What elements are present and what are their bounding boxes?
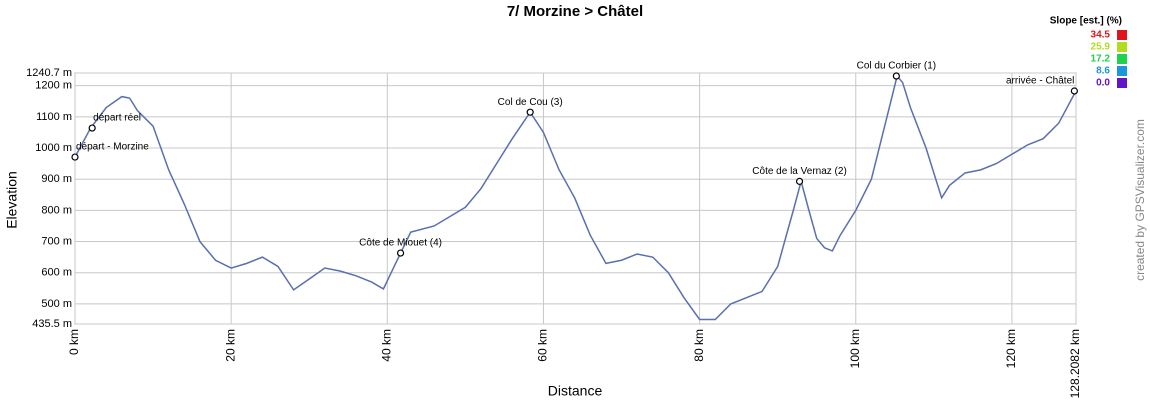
y-tick-label: 800 m bbox=[41, 204, 72, 216]
legend-swatch bbox=[1117, 78, 1127, 88]
waypoint-label: arrivée - Châtel bbox=[1006, 76, 1074, 87]
y-tick-label: 1240.7 m bbox=[26, 67, 72, 79]
legend-label: 0.0 bbox=[1096, 78, 1110, 89]
waypoint-label: départ réel bbox=[93, 113, 141, 124]
y-tick-label: 500 m bbox=[41, 298, 72, 310]
waypoint-label: Côte de la Vernaz (2) bbox=[752, 166, 847, 177]
x-tick-label: 60 km bbox=[536, 329, 550, 362]
y-axis-label: Elevation bbox=[4, 171, 20, 229]
waypoint-label: Col du Corbier (1) bbox=[857, 61, 936, 72]
x-axis-label: Distance bbox=[548, 383, 603, 399]
legend-label: 8.6 bbox=[1096, 66, 1110, 77]
waypoint bbox=[71, 153, 79, 161]
waypoint-label: Côte de Miouet (4) bbox=[359, 238, 442, 249]
x-tick-label: 100 km bbox=[848, 329, 862, 368]
y-tick-label: 1200 m bbox=[35, 80, 72, 92]
x-tick-label: 0 km bbox=[67, 329, 81, 355]
x-tick-label: 128.2082 km bbox=[1068, 329, 1082, 398]
credit: created by GPSVisualizer.com bbox=[1133, 119, 1147, 281]
legend-label: 25.9 bbox=[1091, 42, 1111, 53]
y-tick-label: 900 m bbox=[41, 173, 72, 185]
legend-swatch bbox=[1117, 42, 1127, 52]
legend-label: 17.2 bbox=[1091, 54, 1111, 65]
waypoint bbox=[892, 72, 900, 80]
y-tick-label: 700 m bbox=[41, 235, 72, 247]
y-tick-label: 1100 m bbox=[36, 111, 72, 123]
y-tick-label: 1000 m bbox=[35, 142, 72, 154]
x-tick-label: 40 km bbox=[379, 329, 393, 362]
legend-swatch bbox=[1117, 54, 1127, 64]
legend-title: Slope [est.] (%) bbox=[1050, 16, 1122, 27]
x-tick-label: 20 km bbox=[223, 329, 237, 362]
waypoint bbox=[88, 124, 96, 132]
legend-swatch bbox=[1117, 66, 1127, 76]
waypoint bbox=[795, 177, 804, 185]
legend-swatch bbox=[1117, 30, 1127, 40]
waypoint-label: départ - Morzine bbox=[76, 142, 149, 153]
chart-title: 7/ Morzine > Châtel bbox=[507, 3, 643, 20]
y-tick-label: 600 m bbox=[41, 267, 72, 279]
y-tick-label: 435.5 m bbox=[32, 318, 72, 330]
waypoint bbox=[396, 249, 405, 257]
waypoint-label: Col de Cou (3) bbox=[498, 97, 563, 108]
legend-label: 34.5 bbox=[1091, 30, 1111, 41]
elevation-line bbox=[74, 74, 1077, 321]
x-tick-label: 80 km bbox=[692, 329, 706, 362]
waypoint bbox=[1070, 87, 1078, 95]
waypoint bbox=[526, 108, 534, 116]
x-tick-label: 120 km bbox=[1004, 329, 1018, 368]
